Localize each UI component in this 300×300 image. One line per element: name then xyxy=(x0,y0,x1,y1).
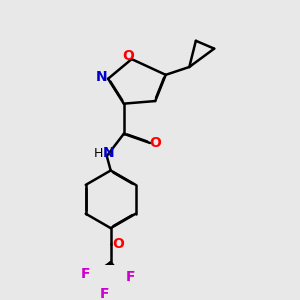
Text: O: O xyxy=(149,136,161,150)
Text: N: N xyxy=(96,70,107,85)
Text: O: O xyxy=(122,50,134,64)
Text: F: F xyxy=(126,270,135,283)
Text: H: H xyxy=(94,147,104,160)
Text: O: O xyxy=(112,237,124,251)
Text: F: F xyxy=(99,286,109,300)
Text: F: F xyxy=(81,267,91,281)
Text: N: N xyxy=(102,146,114,161)
